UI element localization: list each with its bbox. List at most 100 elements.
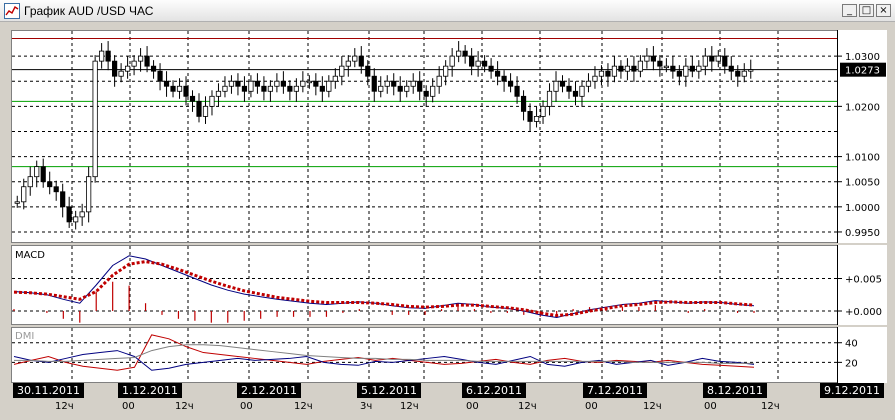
hour-label: 12ч	[518, 401, 537, 412]
hour-label: 00	[704, 401, 717, 412]
candle-body	[112, 60, 118, 77]
candle-body	[228, 80, 235, 87]
candle-body	[73, 216, 79, 223]
candle-body	[689, 65, 695, 72]
dmi-chart: DMI	[12, 328, 837, 382]
price-chart-panel[interactable]	[11, 30, 838, 243]
candle-body	[248, 80, 254, 92]
candle-body	[66, 206, 72, 223]
candle-body	[99, 50, 105, 62]
candle-body	[443, 65, 449, 77]
minimize-button[interactable]: _	[842, 4, 857, 17]
candle-body	[572, 90, 579, 97]
date-label: 5.12.2011	[357, 383, 421, 398]
maximize-button[interactable]: □	[859, 4, 874, 17]
dmi-plus-line	[13, 334, 755, 371]
candle-body	[345, 60, 351, 67]
macd-line	[13, 255, 755, 319]
macd-axis: +0.005 +0.000	[837, 245, 887, 325]
candle-body	[605, 70, 611, 77]
price-tick-label: 1.0300	[845, 52, 880, 63]
candle-body	[261, 85, 267, 92]
candle-body	[670, 65, 676, 72]
candle-body	[715, 55, 721, 62]
candle-body	[527, 110, 533, 122]
close-button[interactable]: ×	[876, 4, 891, 17]
dmi-label: DMI	[15, 331, 34, 342]
candle-body	[60, 191, 66, 208]
candle-body	[34, 166, 40, 178]
candle-body	[540, 105, 546, 117]
candle-body	[579, 85, 585, 97]
candle-body	[611, 65, 618, 77]
date-label: 30.11.2011	[13, 383, 84, 398]
candle-body	[202, 105, 209, 117]
candle-body	[313, 80, 319, 87]
candle-body	[553, 80, 559, 92]
candle-body	[735, 70, 741, 77]
candlestick-chart	[12, 31, 837, 242]
candle-body	[137, 55, 144, 62]
candle-body	[501, 75, 507, 82]
candle-body	[520, 95, 527, 112]
date-label: 1.12.2011	[118, 383, 182, 398]
candle-body	[430, 85, 436, 97]
candle-body	[144, 55, 150, 67]
date-label: 8.12.2011	[703, 383, 767, 398]
candle-body	[404, 85, 410, 92]
candle-body	[118, 70, 124, 77]
candle-body	[306, 80, 312, 84]
hour-label: 00	[240, 401, 253, 412]
current-price-badge	[840, 62, 886, 77]
candle-body	[488, 65, 494, 72]
candle-body	[274, 80, 280, 87]
hour-label: 12ч	[55, 401, 74, 412]
window-title: График AUD /USD ЧАС	[24, 4, 154, 18]
candle-body	[241, 85, 248, 92]
dmi-tick-label: 20	[845, 358, 858, 369]
candle-body	[300, 80, 306, 87]
candle-body	[215, 90, 222, 97]
candle-body	[618, 65, 624, 72]
candle-body	[702, 55, 708, 67]
candle-body	[482, 60, 488, 67]
candle-body	[637, 60, 644, 72]
date-label: 7.12.2011	[583, 383, 647, 398]
candle-body	[462, 50, 468, 57]
candle-body	[79, 211, 85, 218]
candle-body	[663, 65, 669, 69]
price-tick-label: 1.0050	[845, 178, 880, 189]
date-label: 9.12.2011	[820, 383, 884, 398]
dmi-panel[interactable]: DMI	[11, 327, 838, 383]
hour-label: 12ч	[175, 401, 194, 412]
price-tick-label: 1.0000	[845, 203, 880, 214]
macd-panel[interactable]: MACD	[11, 245, 838, 325]
date-label: 2.12.2011	[237, 383, 301, 398]
candle-body	[722, 55, 728, 67]
candle-body	[494, 70, 501, 77]
candle-body	[222, 85, 228, 92]
candle-body	[417, 80, 423, 92]
candle-body	[741, 70, 747, 77]
macd-tick-label: +0.005	[845, 275, 882, 286]
candle-body	[124, 65, 131, 72]
candle-body	[410, 80, 416, 87]
candle-body	[514, 85, 520, 97]
candle-body	[378, 85, 384, 92]
candle-body	[21, 186, 27, 203]
hour-label: 3ч	[360, 401, 373, 412]
candle-body	[339, 65, 345, 77]
candle-body	[598, 70, 605, 77]
candle-body	[176, 85, 183, 92]
price-tick-label: 0.9950	[845, 228, 880, 239]
candle-body	[650, 55, 656, 62]
hour-label: 00	[466, 401, 479, 412]
price-tick-label: 1.0100	[845, 153, 880, 164]
candle-body	[624, 65, 631, 72]
candle-body	[40, 166, 46, 183]
candle-body	[384, 80, 390, 87]
candle-body	[163, 80, 170, 87]
hour-label: 12ч	[761, 401, 780, 412]
adx-line	[14, 344, 754, 364]
macd-label: MACD	[15, 250, 45, 261]
